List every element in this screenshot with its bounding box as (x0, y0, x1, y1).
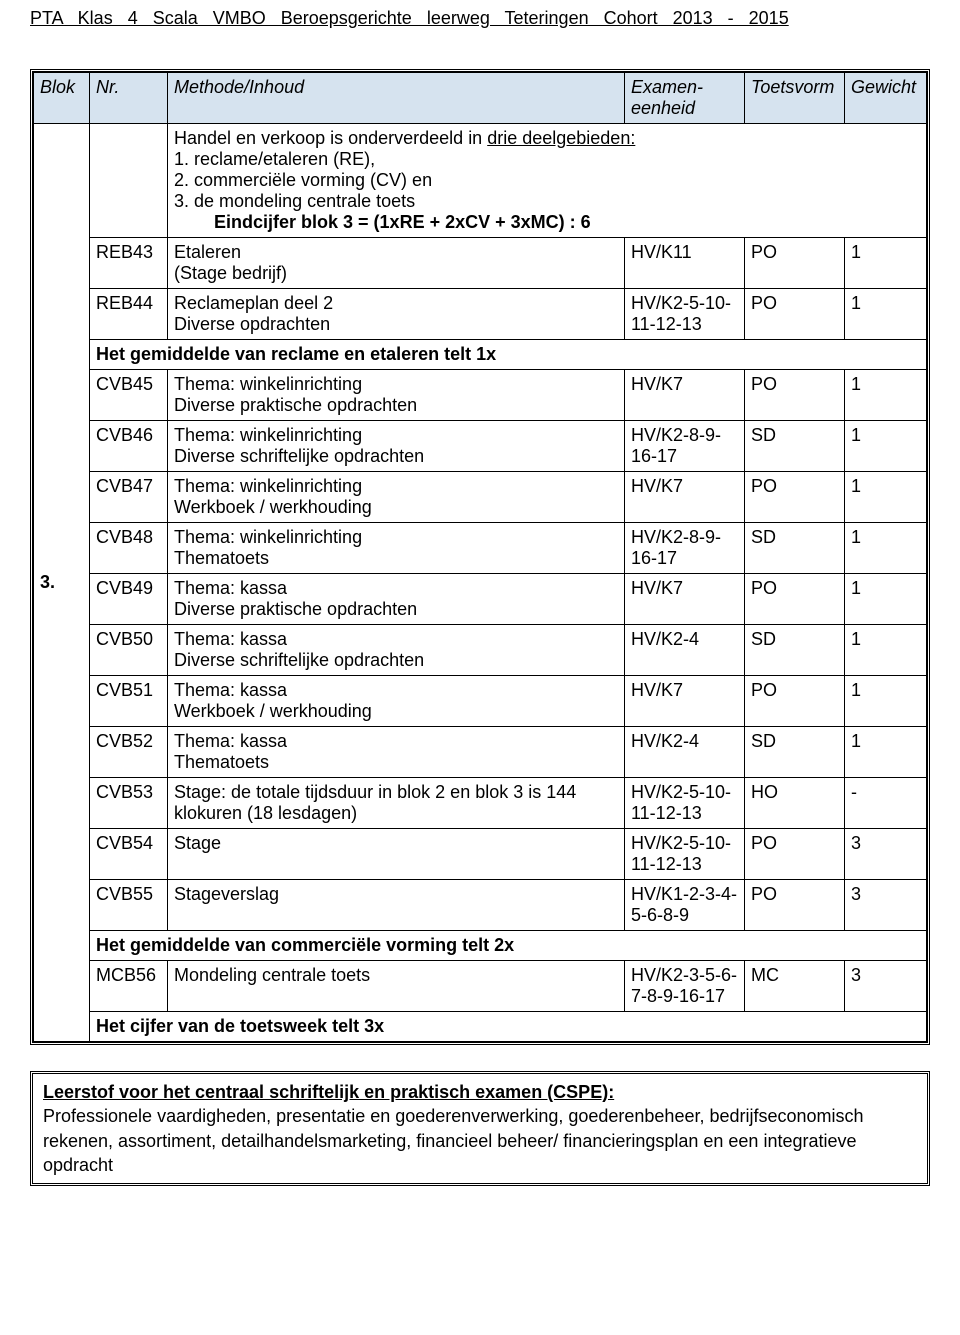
row-method: Etaleren(Stage bedrijf) (168, 238, 625, 289)
row-weight: 3 (845, 829, 927, 880)
row-form: PO (745, 289, 845, 340)
row-method: Thema: winkelinrichtingWerkboek / werkho… (168, 472, 625, 523)
row-weight: 1 (845, 421, 927, 472)
page-header: PTA Klas 4 Scala VMBO Beroepsgerichte le… (30, 8, 930, 29)
row-weight: 1 (845, 574, 927, 625)
row-method: Mondeling centrale toets (168, 961, 625, 1012)
pta-table: Blok Nr. Methode/Inhoud Examen-eenheid T… (33, 72, 927, 1042)
row-form: MC (745, 961, 845, 1012)
row-form: PO (745, 880, 845, 931)
row-method: Thema: winkelinrichtingDiverse schriftel… (168, 421, 625, 472)
row-exam: HV/K2-8-9-16-17 (625, 523, 745, 574)
lesson-box: Leerstof voor het centraal schriftelijk … (30, 1071, 930, 1186)
section-summary: Het gemiddelde van reclame en etaleren t… (90, 340, 927, 370)
row-nr: MCB56 (90, 961, 168, 1012)
lesson-body: Professionele vaardigheden, presentatie … (43, 1106, 864, 1175)
row-nr: CVB45 (90, 370, 168, 421)
row-method: Thema: winkelinrichtingThematoets (168, 523, 625, 574)
row-weight: 1 (845, 370, 927, 421)
row-nr: CVB52 (90, 727, 168, 778)
lesson-title: Leerstof voor het centraal schriftelijk … (43, 1082, 614, 1102)
col-exam: Examen-eenheid (625, 73, 745, 124)
row-method: Reclameplan deel 2Diverse opdrachten (168, 289, 625, 340)
row-weight: 1 (845, 523, 927, 574)
row-exam: HV/K2-4 (625, 727, 745, 778)
row-form: SD (745, 727, 845, 778)
row-exam: HV/K7 (625, 676, 745, 727)
row-nr: CVB46 (90, 421, 168, 472)
col-method: Methode/Inhoud (168, 73, 625, 124)
row-method: Thema: kassaWerkboek / werkhouding (168, 676, 625, 727)
row-nr: CVB55 (90, 880, 168, 931)
row-nr: CVB48 (90, 523, 168, 574)
row-exam: HV/K7 (625, 472, 745, 523)
row-form: PO (745, 829, 845, 880)
row-weight: 1 (845, 238, 927, 289)
col-nr: Nr. (90, 73, 168, 124)
row-form: HO (745, 778, 845, 829)
row-method: Stage (168, 829, 625, 880)
blok-number: 3. (34, 124, 90, 1042)
row-weight: 1 (845, 472, 927, 523)
row-method: Thema: kassaThematoets (168, 727, 625, 778)
row-nr: CVB54 (90, 829, 168, 880)
row-method: Stage: de totale tijdsduur in blok 2 en … (168, 778, 625, 829)
row-form: PO (745, 676, 845, 727)
col-weight: Gewicht (845, 73, 927, 124)
row-method: Stageverslag (168, 880, 625, 931)
row-exam: HV/K2-8-9-16-17 (625, 421, 745, 472)
row-weight: 3 (845, 961, 927, 1012)
section-summary: Het gemiddelde van commerciële vorming t… (90, 931, 927, 961)
row-exam: HV/K2-5-10-11-12-13 (625, 778, 745, 829)
row-weight: 1 (845, 676, 927, 727)
row-method: Thema: kassaDiverse schriftelijke opdrac… (168, 625, 625, 676)
row-weight: 3 (845, 880, 927, 931)
row-form: PO (745, 238, 845, 289)
row-form: SD (745, 421, 845, 472)
col-form: Toetsvorm (745, 73, 845, 124)
row-exam: HV/K2-5-10-11-12-13 (625, 829, 745, 880)
row-nr: REB44 (90, 289, 168, 340)
row-exam: HV/K2-4 (625, 625, 745, 676)
row-weight: 1 (845, 625, 927, 676)
row-weight: 1 (845, 289, 927, 340)
row-nr: CVB51 (90, 676, 168, 727)
row-nr: CVB49 (90, 574, 168, 625)
row-exam: HV/K1-2-3-4-5-6-8-9 (625, 880, 745, 931)
intro-cell: Handel en verkoop is onderverdeeld in dr… (168, 124, 927, 238)
row-nr: CVB53 (90, 778, 168, 829)
intro-nr-empty (90, 124, 168, 238)
row-nr: CVB50 (90, 625, 168, 676)
row-exam: HV/K2-5-10-11-12-13 (625, 289, 745, 340)
row-exam: HV/K7 (625, 574, 745, 625)
row-form: PO (745, 574, 845, 625)
row-method: Thema: winkelinrichtingDiverse praktisch… (168, 370, 625, 421)
row-exam: HV/K11 (625, 238, 745, 289)
row-method: Thema: kassaDiverse praktische opdrachte… (168, 574, 625, 625)
row-exam: HV/K7 (625, 370, 745, 421)
row-form: PO (745, 370, 845, 421)
col-blok: Blok (34, 73, 90, 124)
row-nr: REB43 (90, 238, 168, 289)
row-exam: HV/K2-3-5-6-7-8-9-16-17 (625, 961, 745, 1012)
row-form: PO (745, 472, 845, 523)
row-nr: CVB47 (90, 472, 168, 523)
row-weight: 1 (845, 727, 927, 778)
row-weight: - (845, 778, 927, 829)
section-summary: Het cijfer van de toetsweek telt 3x (90, 1012, 927, 1042)
row-form: SD (745, 625, 845, 676)
pta-table-container: Blok Nr. Methode/Inhoud Examen-eenheid T… (30, 69, 930, 1045)
row-form: SD (745, 523, 845, 574)
